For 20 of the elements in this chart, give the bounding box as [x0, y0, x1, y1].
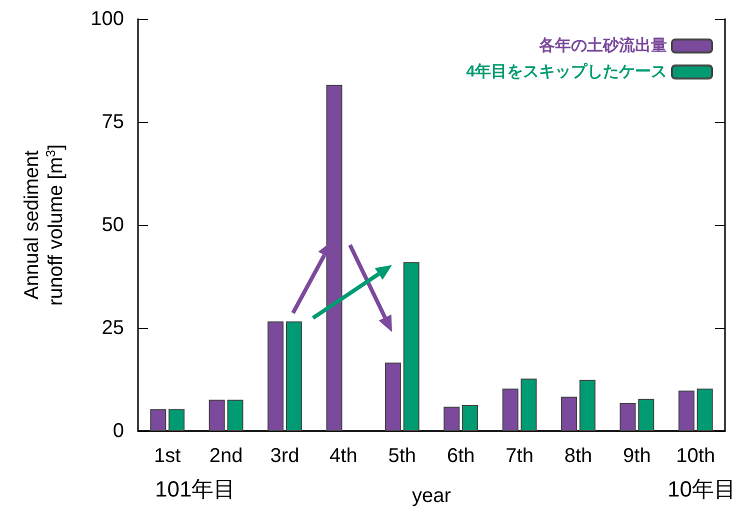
legend-label: 4年目をスキップしたケース: [466, 62, 667, 80]
x-tick-label: 6th: [446, 445, 475, 467]
x-tick-label: 2nd: [209, 445, 243, 467]
y-tick-label: 25: [102, 317, 124, 339]
x-tick-label: 5th: [388, 445, 416, 467]
x-tick-label: 4th: [330, 445, 358, 467]
legend-label: 各年の土砂流出量: [538, 36, 667, 54]
x-tick-label: 9th: [623, 445, 651, 467]
y-tick-label: 100: [90, 8, 124, 30]
text: 10年目: [668, 476, 736, 502]
x-tick-label: 8th: [564, 445, 592, 467]
x-tick-label: 1st: [154, 445, 182, 467]
x-axis-title: year: [412, 485, 452, 507]
x-tick-label: 10th: [676, 445, 716, 467]
text: 101年目: [155, 476, 236, 502]
y-tick-label: 0: [112, 420, 124, 442]
y-tick-label: 50: [102, 214, 124, 236]
x-tick-label: 3rd: [270, 445, 300, 467]
y-tick-label: 75: [102, 111, 124, 133]
x-tick-label: 7th: [506, 445, 534, 467]
